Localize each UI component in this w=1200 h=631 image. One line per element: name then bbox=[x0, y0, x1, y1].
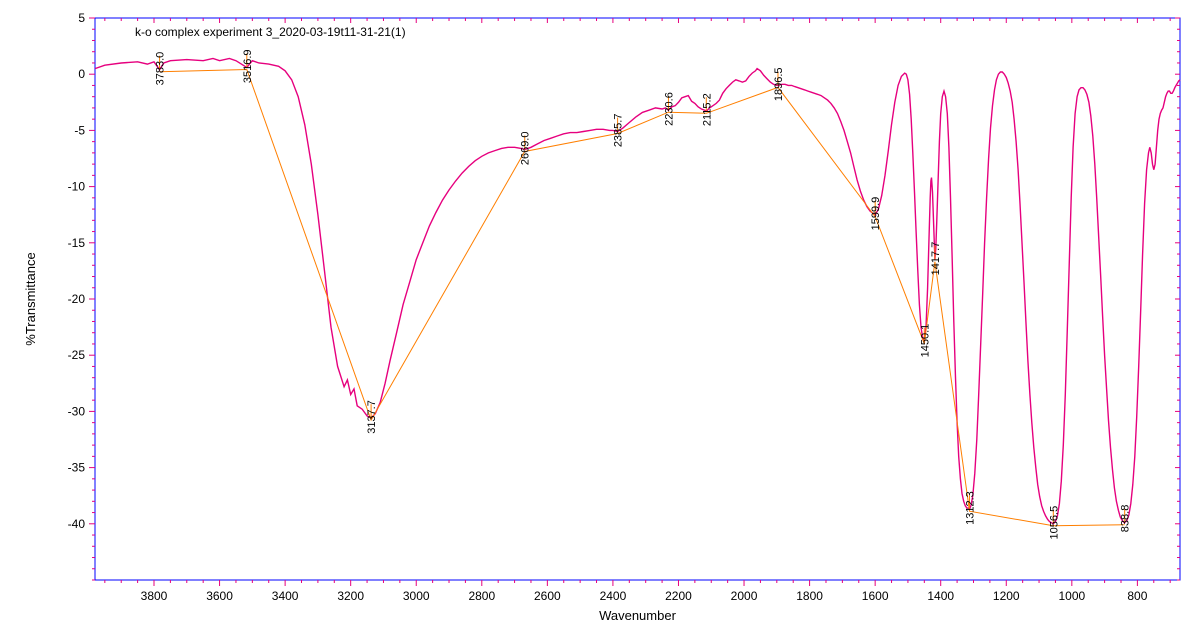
x-tick-label: 3400 bbox=[272, 589, 299, 603]
peak-label: 3516.9 bbox=[242, 49, 254, 83]
x-tick-label: 2400 bbox=[600, 589, 627, 603]
series-title: k-o complex experiment 3_2020-03-19t11-3… bbox=[135, 25, 406, 39]
y-tick-label: -20 bbox=[68, 292, 86, 306]
x-tick-label: 1600 bbox=[862, 589, 889, 603]
peak-label: 1312.3 bbox=[964, 491, 976, 525]
x-axis-label: Wavenumber bbox=[599, 608, 676, 623]
x-tick-label: 2800 bbox=[468, 589, 495, 603]
spectrum-line bbox=[95, 59, 1180, 524]
peak-label: 2385.7 bbox=[613, 114, 625, 148]
x-tick-label: 1000 bbox=[1058, 589, 1085, 603]
x-tick-label: 2200 bbox=[665, 589, 692, 603]
x-tick-label: 3200 bbox=[337, 589, 364, 603]
peak-label: 2669.0 bbox=[520, 132, 532, 166]
peak-label: 3137.7 bbox=[366, 400, 378, 434]
plot-frame bbox=[95, 18, 1180, 580]
y-tick-label: -15 bbox=[68, 236, 86, 250]
x-tick-label: 800 bbox=[1127, 589, 1147, 603]
peak-label: 3783.0 bbox=[155, 52, 167, 86]
y-tick-label: -35 bbox=[68, 461, 86, 475]
peak-label: 1599.9 bbox=[870, 197, 882, 231]
peak-label: 2230.6 bbox=[663, 92, 675, 126]
y-tick-label: -10 bbox=[68, 180, 86, 194]
peak-baseline bbox=[160, 70, 1125, 526]
peak-label: 1896.5 bbox=[773, 67, 785, 101]
y-tick-label: -40 bbox=[68, 517, 86, 531]
y-tick-label: 0 bbox=[78, 67, 85, 81]
y-tick-label: -5 bbox=[74, 123, 85, 137]
y-tick-label: -25 bbox=[68, 348, 86, 362]
x-tick-label: 1800 bbox=[796, 589, 823, 603]
y-tick-label: 5 bbox=[78, 11, 85, 25]
peak-label: 1056.5 bbox=[1048, 506, 1060, 540]
x-tick-label: 3000 bbox=[403, 589, 430, 603]
chart-svg: 3800 3600 3400 3200 3000 2800 2600 2400 2200 2000… bbox=[0, 0, 1200, 631]
peak-label: 1450.1 bbox=[919, 324, 931, 358]
peak-label: 1417.7 bbox=[930, 242, 942, 276]
x-tick-label: 1400 bbox=[927, 589, 954, 603]
x-tick-label: 1200 bbox=[993, 589, 1020, 603]
peak-label: 2115.2 bbox=[701, 93, 713, 126]
spectrum-chart: 3800 3600 3400 3200 3000 2800 2600 2400 2200 2000… bbox=[0, 0, 1200, 631]
peak-label: 838.8 bbox=[1120, 505, 1132, 533]
x-tick-label: 3600 bbox=[206, 589, 233, 603]
x-tick-label: 2600 bbox=[534, 589, 561, 603]
x-tick-label: 3800 bbox=[141, 589, 168, 603]
x-tick-label: 2000 bbox=[731, 589, 758, 603]
y-tick-label: -30 bbox=[68, 404, 86, 418]
y-axis-label: %Transmittance bbox=[23, 252, 38, 345]
